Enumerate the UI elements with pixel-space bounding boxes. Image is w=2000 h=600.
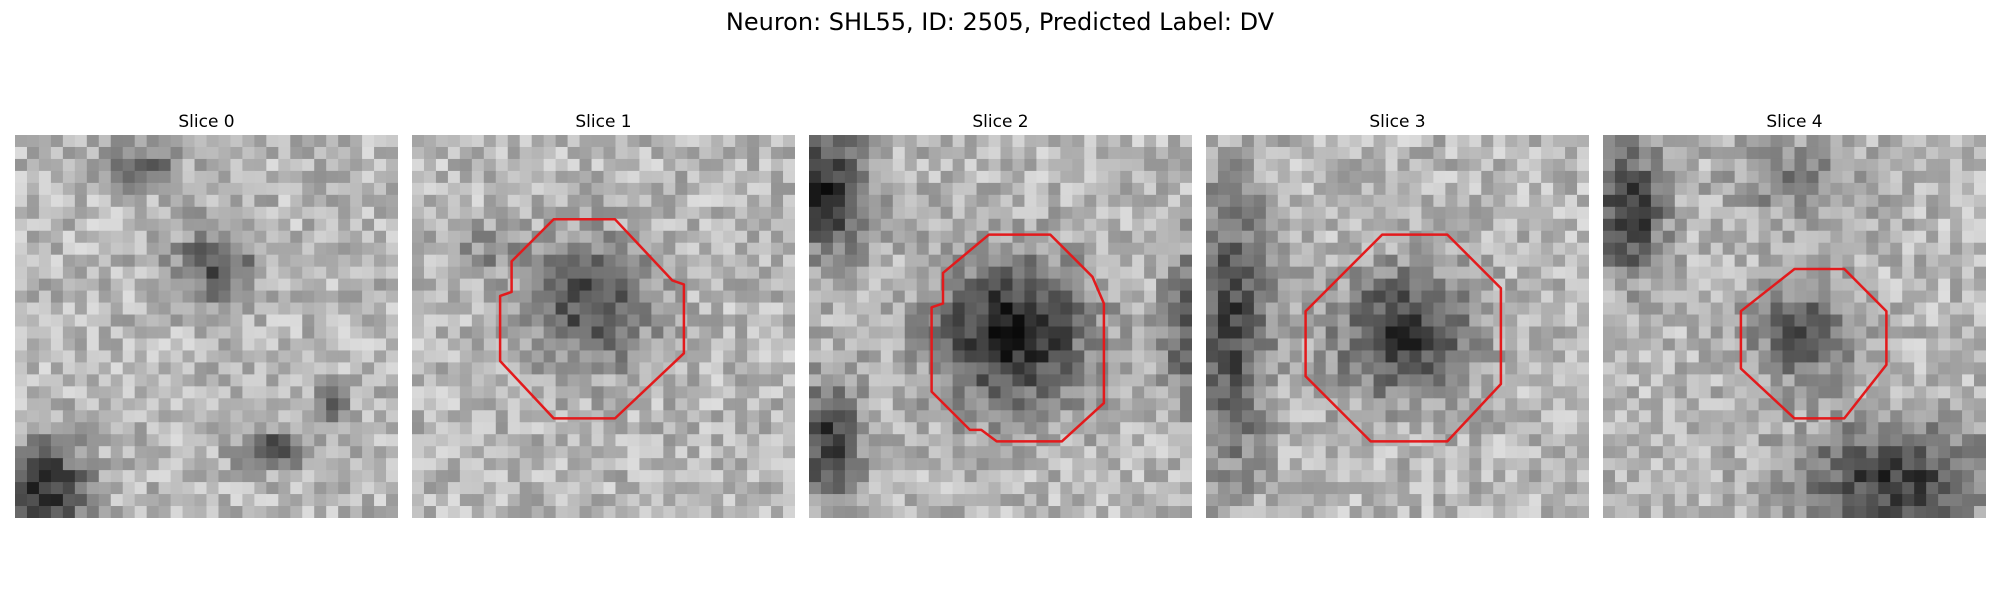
- panel-title-slice-0: Slice 0: [178, 112, 235, 132]
- slice-image-0: [15, 135, 398, 518]
- slice-image-canvas-1: [412, 135, 795, 518]
- panel-slice-2: Slice 2: [809, 110, 1192, 518]
- slice-image-3: [1206, 135, 1589, 518]
- panel-title-slice-1: Slice 1: [575, 112, 632, 132]
- roi-outline-slice-3: [1304, 233, 1503, 443]
- roi-outline-slice-4: [1739, 267, 1888, 420]
- slice-image-canvas-2: [809, 135, 1192, 518]
- slice-image-2: [809, 135, 1192, 518]
- slice-image-4: [1603, 135, 1986, 518]
- slice-image-canvas-4: [1603, 135, 1986, 518]
- panel-slice-4: Slice 4: [1603, 110, 1986, 518]
- slice-image-canvas-0: [15, 135, 398, 518]
- slice-image-1: [412, 135, 795, 518]
- panel-title-slice-2: Slice 2: [972, 112, 1029, 132]
- panel-slice-0: Slice 0: [15, 110, 398, 518]
- panel-slice-3: Slice 3: [1206, 110, 1589, 518]
- figure-title: Neuron: SHL55, ID: 2505, Predicted Label…: [725, 8, 1275, 36]
- roi-outline-slice-2: [930, 233, 1106, 443]
- panel-title-slice-3: Slice 3: [1369, 112, 1426, 132]
- panel-title-slice-4: Slice 4: [1766, 112, 1823, 132]
- panel-slice-1: Slice 1: [412, 110, 795, 518]
- roi-outline-slice-1: [498, 218, 686, 420]
- slice-image-canvas-3: [1206, 135, 1589, 518]
